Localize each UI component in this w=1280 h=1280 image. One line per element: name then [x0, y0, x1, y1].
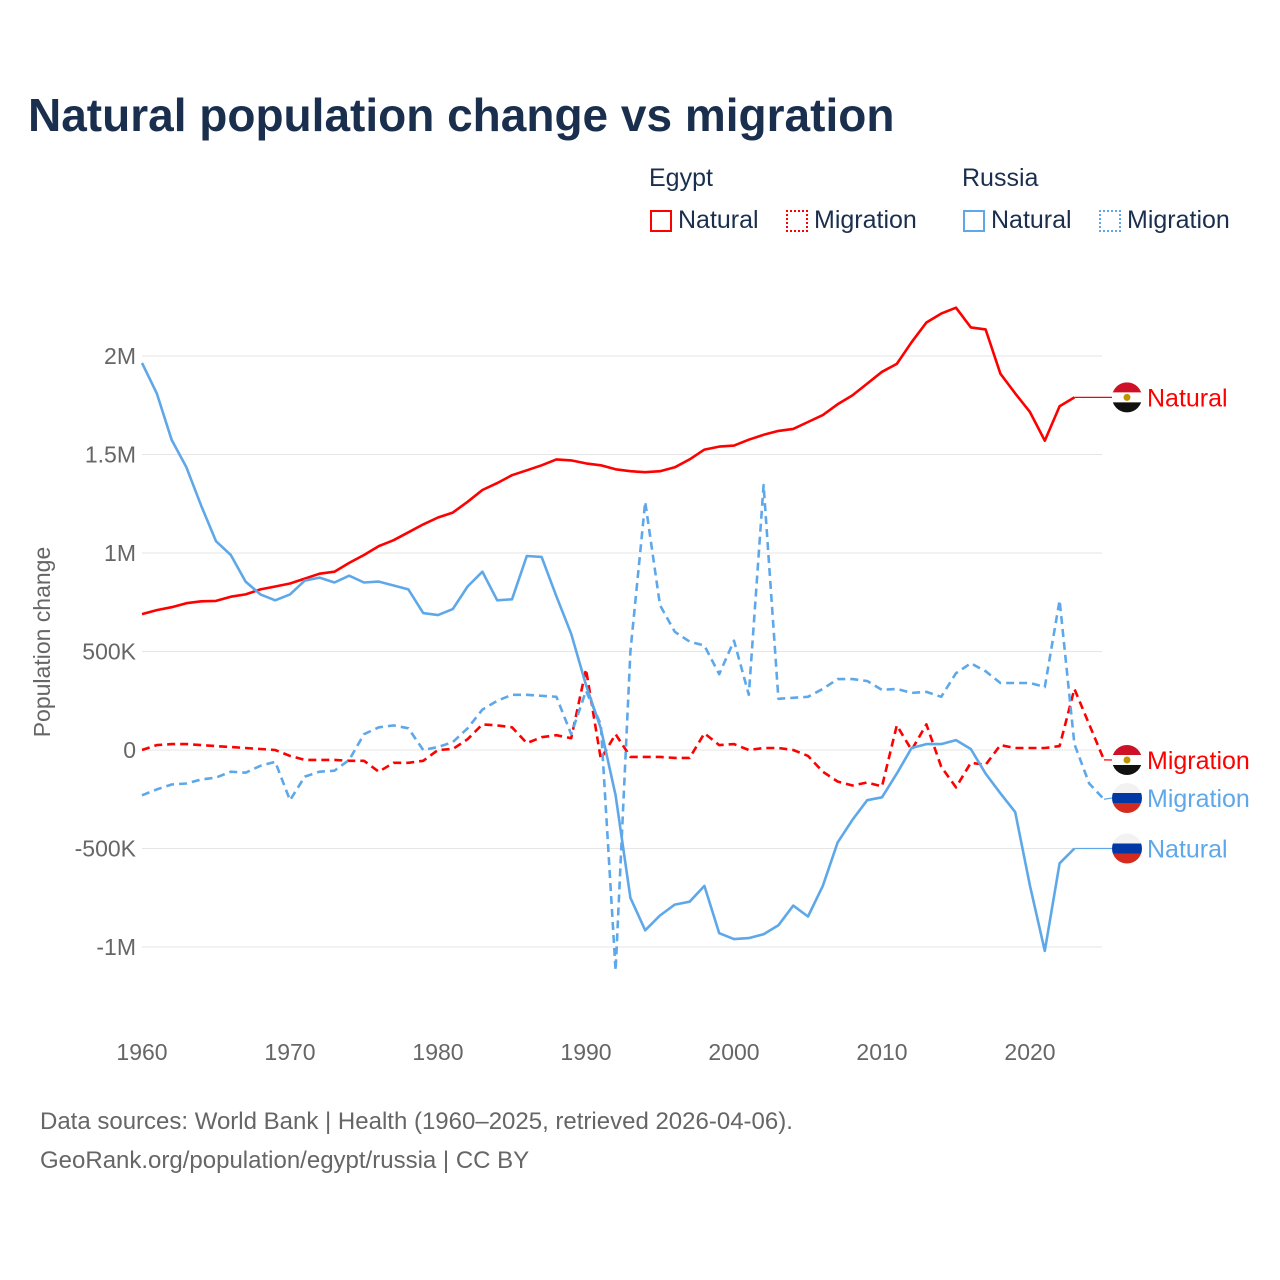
egypt-flag-icon: [1112, 382, 1142, 413]
egypt-flag-icon: [1112, 745, 1142, 775]
series-end-label: Natural: [1147, 384, 1228, 412]
flag-stripe: [1112, 853, 1142, 864]
flag-stripe: [1112, 402, 1142, 413]
y-tick-label: 0: [123, 737, 136, 763]
flag-stripe: [1112, 783, 1142, 794]
legend-label: Migration: [814, 206, 917, 234]
y-tick-label: 500K: [82, 639, 136, 665]
flag-stripe: [1112, 382, 1142, 393]
x-tick-label: 2020: [1004, 1039, 1055, 1065]
series-line-russia-natural: [140, 362, 1076, 953]
russia-flag-icon: [1112, 783, 1142, 813]
y-tick-label: 2M: [104, 343, 136, 369]
source-line-2[interactable]: GeoRank.org/population/egypt/russia | CC…: [40, 1147, 530, 1174]
flag-stripe: [1112, 392, 1142, 403]
series-end-label: Migration: [1147, 785, 1250, 813]
y-axis-label: Population change: [29, 547, 55, 738]
legend-group-egypt: Egypt: [649, 164, 713, 192]
label-connector: [1103, 797, 1113, 800]
flag-stripe: [1112, 765, 1142, 775]
russia-flag-icon: [1112, 833, 1142, 864]
flag-stripe: [1112, 755, 1142, 766]
flag-stripe: [1112, 833, 1142, 844]
y-tick-label: 1M: [104, 540, 136, 566]
y-tick-label: -500K: [75, 836, 137, 862]
flag-stripe: [1112, 745, 1142, 756]
x-tick-label: 2010: [856, 1039, 907, 1065]
legend-egypt-natural[interactable]: Natural: [650, 206, 759, 235]
series-end-label: Natural: [1147, 836, 1228, 864]
legend-swatch-dotted-icon: [1099, 209, 1121, 232]
y-tick-label: 1.5M: [85, 442, 136, 468]
source-line-1: Data sources: World Bank | Health (1960–…: [40, 1108, 793, 1135]
series-line-russia-migration: [141, 483, 1105, 972]
legend-russia-natural[interactable]: Natural: [963, 206, 1072, 235]
series-line-egypt-migration: [141, 667, 1106, 789]
flag-emblem: [1123, 756, 1131, 764]
legend-russia-migration[interactable]: Migration: [1099, 206, 1230, 235]
flag-stripe: [1112, 793, 1142, 804]
legend-swatch-dotted-icon: [786, 209, 808, 232]
y-tick-label: -1M: [96, 934, 136, 960]
legend-swatch-solid-icon: [650, 209, 672, 232]
x-tick-label: 1990: [560, 1039, 611, 1065]
x-tick-label: 2000: [708, 1039, 759, 1065]
x-tick-label: 1960: [116, 1039, 167, 1065]
legend-label: Natural: [991, 206, 1072, 234]
x-tick-label: 1980: [412, 1039, 463, 1065]
legend-swatch-solid-icon: [963, 209, 985, 232]
flag-stripe: [1112, 843, 1142, 854]
flag-emblem: [1123, 393, 1131, 401]
legend-group-russia: Russia: [962, 164, 1039, 192]
legend-label: Natural: [678, 206, 759, 234]
series-end-label: Migration: [1147, 747, 1250, 775]
legend-egypt-migration[interactable]: Migration: [786, 206, 917, 235]
x-tick-label: 1970: [264, 1039, 315, 1065]
flag-stripe: [1112, 803, 1142, 813]
legend-label: Migration: [1127, 206, 1230, 234]
chart-title: Natural population change vs migration: [28, 89, 895, 141]
series-line-egypt-natural: [141, 306, 1076, 616]
